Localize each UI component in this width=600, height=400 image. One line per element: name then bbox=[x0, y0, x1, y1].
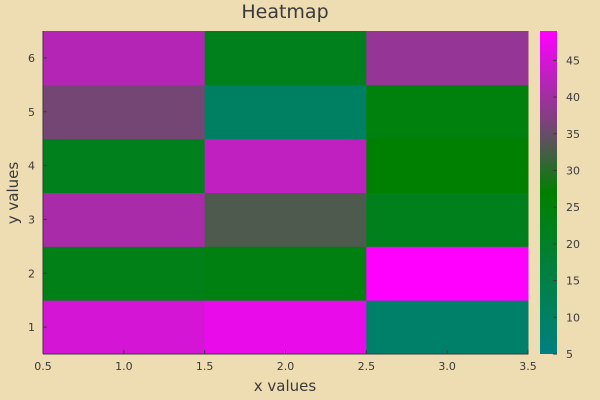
y-tick-label: 3 bbox=[28, 213, 35, 226]
heatmap-cell bbox=[43, 300, 206, 355]
chart-title: Heatmap bbox=[241, 1, 328, 23]
y-tick-label: 4 bbox=[28, 160, 35, 173]
heatmap-cell bbox=[366, 192, 529, 247]
x-tick-label: 2.0 bbox=[277, 360, 295, 373]
colorbar-tick-label: 5 bbox=[566, 348, 573, 361]
x-tick-label: 1.0 bbox=[115, 360, 133, 373]
heatmap-cell bbox=[366, 31, 529, 86]
y-axis-label: y values bbox=[4, 162, 22, 225]
y-axis-ticks: 1 2 3 4 5 6 bbox=[28, 52, 47, 334]
colorbar-tick-label: 15 bbox=[566, 275, 580, 288]
colorbar-tick-label: 20 bbox=[566, 238, 580, 251]
heatmap-cell bbox=[204, 300, 367, 355]
x-axis-ticks: 0.5 1.0 1.5 2.0 2.5 3.0 3.5 bbox=[34, 350, 537, 373]
heatmap-cell bbox=[43, 84, 206, 140]
heatmap-cell bbox=[366, 246, 529, 301]
x-tick-label: 3.5 bbox=[519, 360, 537, 373]
colorbar-tick-label: 25 bbox=[566, 201, 580, 214]
heatmap-cell bbox=[43, 31, 206, 86]
x-tick-label: 2.5 bbox=[358, 360, 376, 373]
colorbar-tick-label: 45 bbox=[566, 54, 580, 67]
y-tick-label: 6 bbox=[28, 52, 35, 65]
heatmap-cell bbox=[43, 246, 206, 301]
colorbar-tick-label: 40 bbox=[566, 91, 580, 104]
heatmap-cell bbox=[366, 138, 529, 193]
x-axis-label: x values bbox=[254, 377, 317, 395]
colorbar-tick-label: 35 bbox=[566, 128, 580, 141]
x-tick-label: 0.5 bbox=[34, 360, 52, 373]
x-tick-label: 1.5 bbox=[196, 360, 214, 373]
colorbar bbox=[540, 31, 557, 354]
x-tick-label: 3.0 bbox=[438, 360, 456, 373]
y-tick-label: 5 bbox=[28, 106, 35, 119]
heatmap-cell bbox=[204, 192, 367, 247]
y-tick-label: 1 bbox=[28, 321, 35, 334]
heatmap-cell bbox=[43, 138, 206, 193]
colorbar-tick-label: 10 bbox=[566, 311, 580, 324]
heatmap-cell bbox=[204, 138, 367, 193]
heatmap-cell bbox=[204, 84, 367, 140]
heatmap-cells bbox=[43, 31, 529, 355]
heatmap-cell bbox=[204, 31, 367, 86]
heatmap-cell bbox=[43, 192, 206, 247]
heatmap-cell bbox=[366, 84, 529, 140]
heatmap-cell bbox=[366, 300, 529, 355]
colorbar-tick-label: 30 bbox=[566, 164, 580, 177]
y-tick-label: 2 bbox=[28, 267, 35, 280]
colorbar-ticks: 5 10 15 20 25 30 35 40 45 bbox=[553, 54, 580, 361]
heatmap-cell bbox=[204, 246, 367, 301]
